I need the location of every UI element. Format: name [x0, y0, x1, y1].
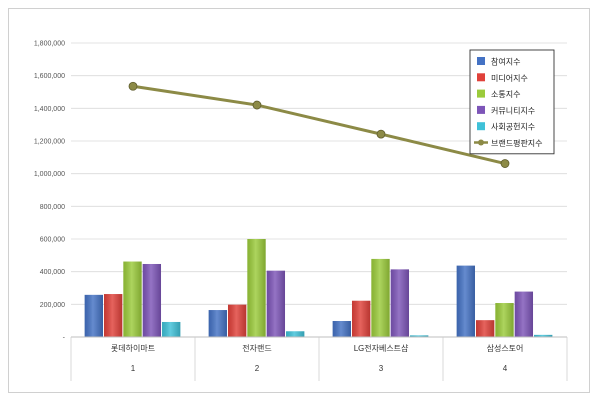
- bar-shading: [534, 334, 553, 337]
- bar-shading: [456, 265, 475, 337]
- bar-shading: [266, 270, 286, 337]
- legend-swatch: [477, 89, 485, 98]
- y-axis: - 200,000 400,000 600,000 800,000 1,000,000 1,…: [34, 41, 66, 342]
- legend-box: [469, 49, 555, 155]
- legend-swatch: [477, 122, 485, 131]
- line-point: [500, 159, 510, 168]
- bar-shading: [247, 239, 266, 337]
- bar-shading: [162, 321, 181, 337]
- category-index-label: 2: [255, 364, 260, 373]
- line-series: [128, 81, 510, 168]
- y-tick-label: 1,800,000: [34, 41, 65, 48]
- category-label: 롯데하이마트: [111, 343, 155, 353]
- legend-swatch: [477, 73, 485, 82]
- category-index-label: 4: [503, 364, 508, 373]
- category-label: 전자랜드: [242, 343, 271, 353]
- category-label: LG전자베스트샵: [354, 343, 409, 353]
- bar-shading: [514, 291, 534, 337]
- y-tick-label: 1,600,000: [34, 73, 65, 80]
- legend-marker: [478, 139, 484, 146]
- bar-shading: [351, 300, 371, 337]
- line-point: [128, 81, 138, 91]
- bar-shading: [390, 269, 410, 337]
- category-index-label: 3: [379, 364, 384, 373]
- bar-shading: [84, 294, 103, 337]
- bar-shading: [495, 303, 514, 337]
- legend-label: 브랜드평판지수: [491, 138, 543, 148]
- bars: [84, 239, 553, 337]
- y-tick-label: 600,000: [40, 237, 65, 244]
- series-line: [132, 84, 506, 165]
- legend-label: 커뮤니티지수: [491, 105, 535, 115]
- y-tick-label: 1,200,000: [34, 139, 65, 146]
- y-tick-label: 1,400,000: [34, 106, 65, 113]
- bar-shading: [142, 263, 162, 337]
- y-tick-label: 1,000,000: [34, 171, 65, 178]
- bar-shading: [410, 335, 429, 337]
- bar-shading: [103, 294, 123, 337]
- bar-shading: [208, 310, 227, 337]
- legend-label: 소통지수: [491, 90, 520, 99]
- y-tick-label: 200,000: [40, 302, 65, 309]
- legend-label: 참여지수: [491, 57, 520, 67]
- y-tick-label: 400,000: [40, 269, 65, 276]
- bar-shading: [227, 304, 247, 337]
- line-point: [252, 100, 262, 110]
- bar-line-chart: - 200,000 400,000 600,000 800,000 1,000,000 1,…: [34, 41, 568, 381]
- x-axis: 롯데하이마트 1 전자랜드 2 LG전자베스트샵 3 삼성스토어 4: [70, 336, 568, 381]
- bar-shading: [475, 320, 495, 337]
- bar-shading: [371, 258, 390, 337]
- legend-label: 미디어지수: [491, 73, 528, 83]
- line-point: [376, 129, 386, 139]
- legend-swatch: [477, 105, 485, 114]
- bar-shading: [286, 331, 305, 337]
- legend-swatch: [477, 57, 485, 65]
- legend-label: 사회공헌지수: [491, 123, 535, 132]
- y-tick-label: -: [63, 335, 66, 342]
- category-index-label: 1: [131, 364, 136, 373]
- chart-frame: - 200,000 400,000 600,000 800,000 1,000,000 1,…: [8, 8, 590, 393]
- bar-shading: [332, 320, 351, 337]
- bar-shading: [123, 261, 142, 337]
- category-label: 삼성스토어: [487, 343, 524, 353]
- y-tick-label: 800,000: [40, 204, 65, 211]
